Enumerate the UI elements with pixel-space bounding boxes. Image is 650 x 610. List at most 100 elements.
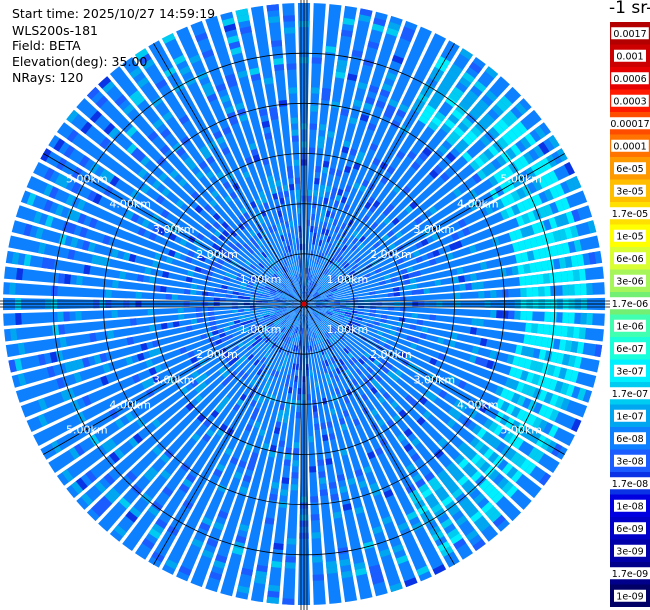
- range-gate: [480, 358, 489, 368]
- range-gate: [309, 274, 313, 281]
- range-gate: [434, 486, 446, 497]
- range-gate: [296, 357, 300, 364]
- range-gate: [438, 389, 448, 399]
- range-gate: [481, 165, 492, 177]
- range-gate: [461, 117, 473, 129]
- range-gate: [474, 121, 487, 134]
- range-gate: [249, 327, 257, 333]
- range-gate: [367, 122, 377, 132]
- range-gate: [287, 172, 294, 179]
- range-gate: [316, 337, 320, 344]
- range-gate: [377, 396, 386, 404]
- range-gate: [359, 8, 373, 17]
- range-gate: [151, 523, 165, 535]
- range-gate: [388, 306, 395, 311]
- range-gate: [253, 343, 261, 350]
- range-gate: [345, 368, 352, 376]
- range-gate: [317, 349, 322, 356]
- range-gate: [37, 398, 48, 411]
- ray-background: [161, 33, 304, 304]
- range-gate: [60, 389, 70, 402]
- range-gate: [281, 319, 287, 325]
- range-gate: [457, 475, 469, 487]
- range-gate: [175, 199, 185, 208]
- range-gate: [282, 360, 287, 368]
- range-gate: [291, 135, 299, 142]
- range-gate: [345, 388, 353, 397]
- range-gate: [140, 492, 153, 504]
- range-gate: [444, 118, 456, 130]
- range-gate: [318, 190, 325, 198]
- colorbar-label-bg: [614, 184, 646, 197]
- range-gate: [366, 366, 374, 374]
- range-gate: [229, 117, 239, 126]
- range-gate: [388, 98, 399, 108]
- range-gate: [92, 193, 103, 205]
- range-gate: [249, 338, 257, 344]
- range-gate: [499, 95, 513, 109]
- range-gate: [278, 346, 284, 353]
- range-gate: [215, 554, 228, 564]
- range-gate: [229, 191, 238, 200]
- range-gate: [268, 584, 281, 592]
- range-gate: [214, 405, 223, 414]
- range-gate: [352, 99, 363, 108]
- range-gate: [537, 419, 548, 432]
- range-gate: [307, 308, 312, 314]
- range-gate: [298, 262, 301, 269]
- ray-background: [148, 40, 304, 304]
- range-gate: [191, 538, 204, 549]
- range-gate: [466, 449, 478, 461]
- range-gate: [564, 161, 575, 176]
- range-gate: [541, 336, 549, 348]
- range-gate: [109, 451, 120, 464]
- range-gate: [529, 335, 537, 346]
- range-gate: [327, 307, 334, 310]
- range-gate: [326, 294, 333, 298]
- range-gate: [415, 478, 426, 489]
- range-gate: [525, 322, 532, 333]
- range-gate: [556, 243, 565, 256]
- range-gate: [368, 564, 382, 573]
- range-gate: [400, 296, 407, 301]
- range-gate: [368, 316, 375, 321]
- range-gate: [570, 255, 579, 268]
- range-gate: [395, 108, 407, 119]
- range-gate: [476, 169, 487, 181]
- range-gate: [544, 311, 551, 322]
- range-gate: [89, 110, 102, 123]
- range-gate: [432, 249, 440, 257]
- range-gate: [235, 535, 247, 544]
- range-gate: [133, 94, 146, 107]
- range-gate: [195, 307, 202, 312]
- range-gate: [518, 155, 530, 168]
- range-gate: [309, 466, 317, 473]
- colorbar-tick-label: 3e-06: [616, 276, 643, 287]
- range-gate: [566, 326, 574, 338]
- range-gate: [531, 223, 541, 235]
- range-gate: [320, 422, 327, 430]
- range-gate: [465, 283, 472, 291]
- range-gate: [308, 333, 311, 340]
- range-gate: [340, 196, 348, 204]
- range-ring-label: 3.00km: [153, 373, 195, 386]
- range-gate: [317, 252, 322, 259]
- range-gate: [312, 556, 323, 563]
- range-gate: [497, 137, 509, 149]
- range-gate: [429, 357, 438, 366]
- range-gate: [331, 187, 338, 195]
- range-gate: [53, 138, 65, 152]
- range-gate: [274, 298, 281, 301]
- range-gate: [221, 146, 231, 156]
- range-gate: [125, 210, 135, 221]
- range-gate: [264, 132, 273, 140]
- range-gate: [220, 289, 227, 294]
- range-gate: [297, 351, 300, 358]
- range-gate: [511, 470, 523, 483]
- range-gate: [226, 79, 238, 88]
- range-gate: [520, 310, 527, 321]
- range-gate: [434, 279, 442, 286]
- range-gate: [516, 187, 527, 200]
- range-gate: [336, 272, 343, 279]
- range-gate: [91, 254, 99, 265]
